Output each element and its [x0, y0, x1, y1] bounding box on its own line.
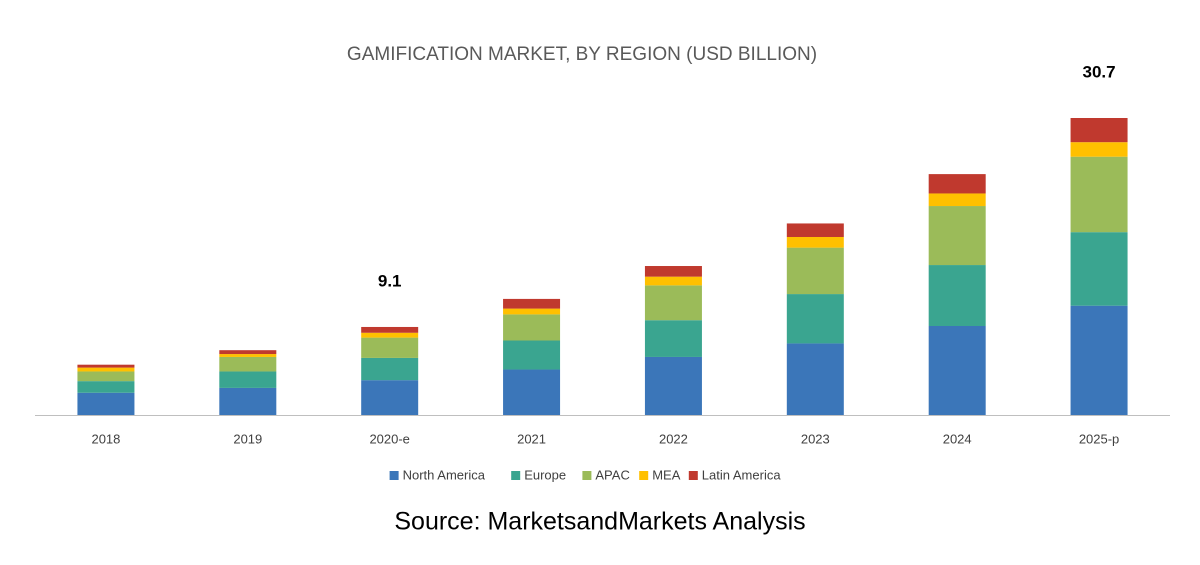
total-label: 9.1 [378, 271, 402, 290]
bar-segment [644, 285, 702, 321]
bar-segment [786, 247, 844, 295]
legend: North America Europe APAC MEA Latin America [389, 467, 782, 482]
legend-label: Europe [524, 467, 566, 482]
bar-segment [1070, 305, 1128, 415]
total-label: 30.7 [1083, 62, 1116, 81]
bar-segment [503, 340, 561, 370]
bar-segment [928, 174, 986, 194]
legend-label: APAC [595, 467, 629, 482]
bar-segment [361, 380, 419, 415]
bar-segment [77, 364, 135, 368]
bar-segment [786, 236, 844, 248]
bar-segment [361, 357, 419, 381]
bar-segment [219, 354, 277, 357]
legend-swatch [582, 471, 592, 480]
x-tick-label: 2024 [943, 431, 972, 446]
bar-segment [77, 392, 135, 415]
bar-segment [644, 356, 702, 415]
x-tick-label: 2021 [517, 431, 546, 446]
bar-segment [219, 350, 277, 355]
bar-segment [786, 343, 844, 415]
bar-segment [786, 223, 844, 237]
x-tick-label: 2022 [659, 431, 688, 446]
bar-segment [928, 193, 986, 207]
bar-segment [928, 206, 986, 266]
bar-segment [1070, 232, 1128, 306]
legend-label: MEA [652, 467, 681, 482]
x-tick-label: 2023 [801, 431, 830, 446]
bar-segment [219, 356, 277, 372]
bar-segment [219, 371, 277, 388]
bar-segment [503, 369, 561, 415]
bar-segment [503, 308, 561, 315]
bar-segment [503, 314, 561, 341]
chart-title: GAMIFICATION MARKET, BY REGION (USD BILL… [347, 44, 817, 65]
x-tick-label: 2018 [91, 431, 120, 446]
legend-swatch [688, 471, 698, 480]
legend-label: North America [403, 467, 486, 482]
x-tick-label: 2019 [233, 431, 262, 446]
bar-segment [644, 266, 702, 277]
legend-swatch [389, 471, 399, 480]
x-tick-label: 2025-p [1079, 431, 1119, 446]
bar-segment [77, 367, 135, 372]
bar-segment [644, 320, 702, 357]
x-tick-label: 2020-e [369, 431, 409, 446]
bar-segment [361, 326, 419, 333]
bar-segment [219, 387, 277, 415]
bar-segment [928, 325, 986, 415]
source-note: Source: MarketsandMarkets Analysis [394, 508, 805, 536]
bar-segment [1070, 156, 1128, 233]
bar-segment [361, 332, 419, 338]
bar-segment [503, 298, 561, 309]
legend-label: Latin America [702, 467, 782, 482]
bar-segment [77, 381, 135, 393]
bar-segment [1070, 142, 1128, 157]
bar-segment [928, 265, 986, 326]
bar-segment [1070, 118, 1128, 143]
bar-segment [361, 337, 419, 358]
bar-segment [786, 294, 844, 344]
legend-swatch [639, 471, 649, 480]
bar-segment [644, 276, 702, 286]
bar-segment [77, 371, 135, 382]
legend-swatch [511, 471, 521, 480]
